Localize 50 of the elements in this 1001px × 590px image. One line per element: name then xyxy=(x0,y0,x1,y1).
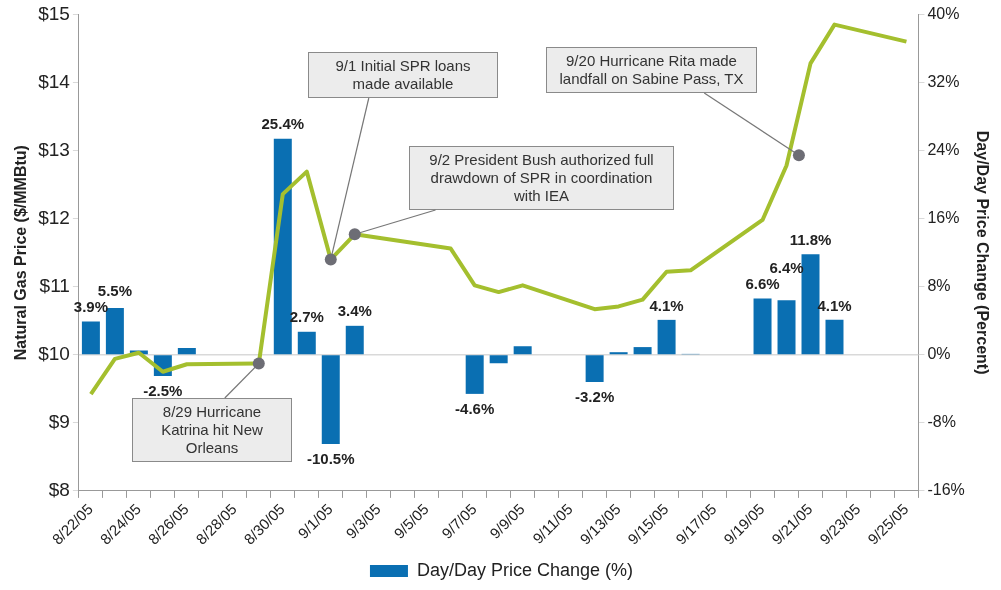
bar xyxy=(489,355,508,364)
bar xyxy=(777,300,796,355)
bar xyxy=(753,298,772,355)
bar xyxy=(657,319,676,355)
data-label: 6.6% xyxy=(745,275,780,293)
y-axis-title: Natural Gas Price ($/MMBtu) xyxy=(12,145,30,361)
bar xyxy=(585,355,604,382)
bar xyxy=(465,355,484,394)
y2-tick-label: 32% xyxy=(927,72,960,90)
bar xyxy=(609,352,628,355)
bar xyxy=(273,138,292,355)
y2-tick-label: 16% xyxy=(927,209,960,227)
y-tick-label: $13 xyxy=(38,138,70,160)
bar xyxy=(825,319,844,355)
bar xyxy=(345,325,364,355)
y2-axis-title: Day/Day Price Change (Percent) xyxy=(973,130,991,375)
data-label: -10.5% xyxy=(307,449,355,467)
callout-box: 8/29 Hurricane Katrina hit New Orleans xyxy=(132,398,292,462)
y2-tick-label: 0% xyxy=(927,345,951,363)
data-label: 25.4% xyxy=(261,115,305,133)
bar xyxy=(81,321,100,355)
data-label: 3.9% xyxy=(73,298,108,316)
legend-label: Day/Day Price Change (%) xyxy=(416,559,634,580)
data-label: 11.8% xyxy=(789,230,832,248)
bar xyxy=(177,347,196,355)
y2-tick-label: -16% xyxy=(927,481,965,499)
callout-box: 9/20 Hurricane Rita made landfall on Sabine Pass, TX xyxy=(546,47,757,93)
y-tick-label: $8 xyxy=(48,479,70,501)
y2-tick-label: -8% xyxy=(927,413,956,431)
data-label: -4.6% xyxy=(455,399,495,417)
y-tick-label: $12 xyxy=(38,206,70,228)
data-label: -3.2% xyxy=(575,387,615,405)
data-label: 5.5% xyxy=(97,282,132,300)
bar xyxy=(633,347,652,355)
y-tick-label: $15 xyxy=(38,2,70,24)
y2-tick-label: 8% xyxy=(927,277,951,295)
data-label: 3.4% xyxy=(337,302,372,320)
data-label: 4.1% xyxy=(649,296,684,314)
callout-box: 9/2 President Bush authorized full drawdown of SPR in coordination with IEA xyxy=(409,146,674,210)
y2-tick-label: 24% xyxy=(927,140,960,158)
y-tick-label: $11 xyxy=(39,274,70,296)
callout-box: 9/1 Initial SPR loans made available xyxy=(308,52,498,98)
data-label: -2.5% xyxy=(143,381,183,399)
y-tick-label: $14 xyxy=(38,70,71,92)
bar xyxy=(297,331,316,355)
bar xyxy=(513,346,532,355)
y-tick-label: $9 xyxy=(48,411,70,433)
y2-tick-label: 40% xyxy=(927,4,960,22)
y-tick-label: $10 xyxy=(38,342,70,364)
bar xyxy=(321,355,340,445)
